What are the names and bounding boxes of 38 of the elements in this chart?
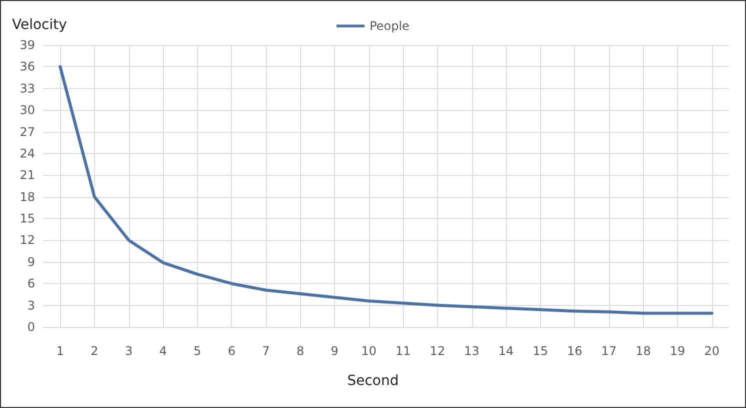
x-tick-label: 7: [262, 344, 270, 358]
x-tick-label: 8: [296, 344, 304, 358]
y-tick-label: 30: [20, 103, 35, 118]
y-axis-title: Velocity: [12, 17, 67, 33]
x-tick-label: 10: [361, 344, 376, 358]
x-tick-label: 3: [124, 344, 133, 358]
y-tick-label: 3: [27, 298, 35, 312]
x-axis-title: Second: [347, 373, 399, 389]
x-tick-label: 17: [601, 344, 617, 358]
y-tick-label: 9: [27, 254, 35, 269]
x-tick-label: 15: [532, 344, 548, 358]
x-tick-label: 16: [567, 344, 582, 358]
x-tick-label: 9: [330, 344, 338, 358]
y-tick-label: 39: [20, 38, 35, 52]
y-tick-label: 12: [20, 233, 35, 248]
x-tick-label: 11: [396, 344, 411, 358]
y-tick-label: 15: [20, 212, 35, 226]
x-tick-label: 13: [464, 344, 480, 358]
x-tick-label: 19: [670, 344, 686, 358]
x-tick-label: 4: [159, 344, 167, 358]
y-tick-label: 24: [20, 146, 35, 160]
y-tick-label: 6: [27, 276, 35, 291]
x-tick-label: 1: [56, 344, 64, 358]
x-tick-label: 5: [194, 344, 202, 358]
y-tick-label: 36: [20, 60, 35, 74]
y-tick-label: 0: [27, 320, 35, 334]
y-tick-label: 33: [20, 81, 35, 96]
y-tick-label: 27: [20, 124, 35, 139]
x-tick-label: 6: [228, 344, 236, 358]
line-series: [58, 65, 714, 315]
legend-label: People: [370, 19, 410, 33]
x-tick-label: 2: [90, 344, 98, 358]
x-tick-label: 18: [636, 344, 651, 358]
y-tick-label: 18: [20, 190, 35, 204]
y-tick-label: 21: [20, 168, 35, 182]
x-tick-label: 14: [498, 344, 514, 358]
x-tick-label: 12: [430, 344, 446, 358]
x-tick-label: 20: [704, 344, 720, 358]
